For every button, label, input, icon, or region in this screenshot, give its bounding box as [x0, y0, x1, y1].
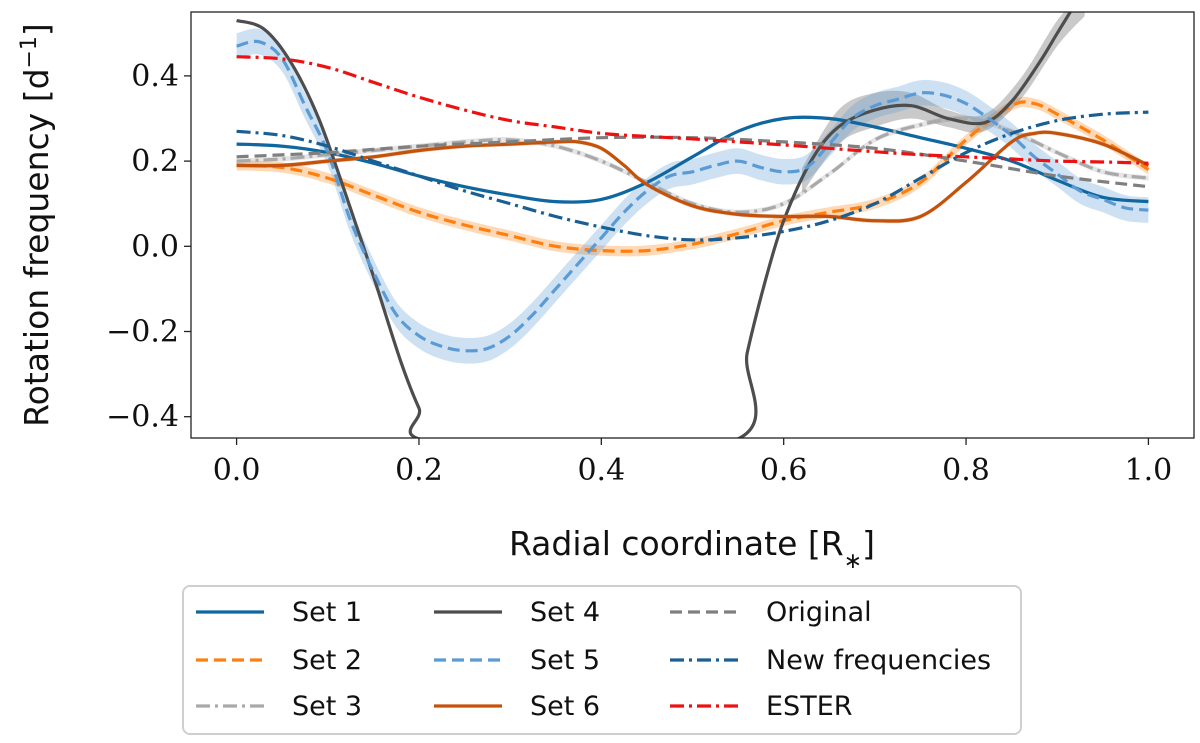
legend-label-set-6: Set 6 [530, 691, 600, 722]
series-line-set-5 [236, 39, 1149, 353]
legend-label-original: Original [766, 597, 872, 628]
y-tick-label: −0.4 [106, 400, 179, 435]
y-tick-label: 0.0 [131, 229, 179, 264]
series-line-set-3 [236, 116, 1149, 214]
legend-label-set-1: Set 1 [292, 597, 362, 628]
plot-frame [190, 11, 1195, 439]
series-lines [236, 12, 1150, 438]
x-tick-label: 0.4 [577, 453, 625, 488]
legend-label-set-3: Set 3 [292, 691, 362, 722]
legend-label-ester: ESTER [766, 691, 853, 722]
series-line-set-4 [236, 12, 1073, 438]
series-line-set-6 [236, 130, 1150, 223]
y-axis-label-superscript: −1 [17, 36, 42, 68]
band-set-4 [801, 12, 1085, 194]
x-axis: 0.0 0.2 0.4 0.6 0.8 1.0 [213, 438, 1173, 488]
x-tick-label: 0.2 [395, 453, 443, 488]
legend-label-set-4: Set 4 [530, 597, 600, 628]
x-tick-label: 0.0 [213, 453, 261, 488]
x-tick-label: 1.0 [1125, 453, 1173, 488]
x-axis-label-subscript: ∗ [844, 549, 862, 574]
series-line-new-frequencies [236, 110, 1149, 242]
y-axis: −0.4 −0.2 0.0 0.2 0.4 [106, 59, 191, 435]
legend-label-new-frequencies: New frequencies [766, 645, 991, 676]
legend: Set 1 Set 2 Set 3 Set 4 Set 5 Set 6 Original Ne… [182, 585, 1022, 735]
x-axis-label: Radial coordinate [R∗] [509, 524, 875, 574]
series-line-ester [236, 55, 1149, 165]
x-tick-label: 0.8 [942, 453, 990, 488]
legend-label-set-5: Set 5 [530, 645, 600, 676]
legend-label-set-2: Set 2 [292, 645, 362, 676]
y-tick-label: 0.4 [131, 59, 179, 94]
legend-box [182, 585, 1022, 735]
x-tick-label: 0.6 [760, 453, 808, 488]
y-tick-label: −0.2 [106, 315, 179, 350]
y-axis-label: Rotation frequency [d−1] [17, 23, 57, 427]
y-tick-label: 0.2 [131, 144, 179, 179]
uncertainty-bands [236, 12, 1149, 364]
